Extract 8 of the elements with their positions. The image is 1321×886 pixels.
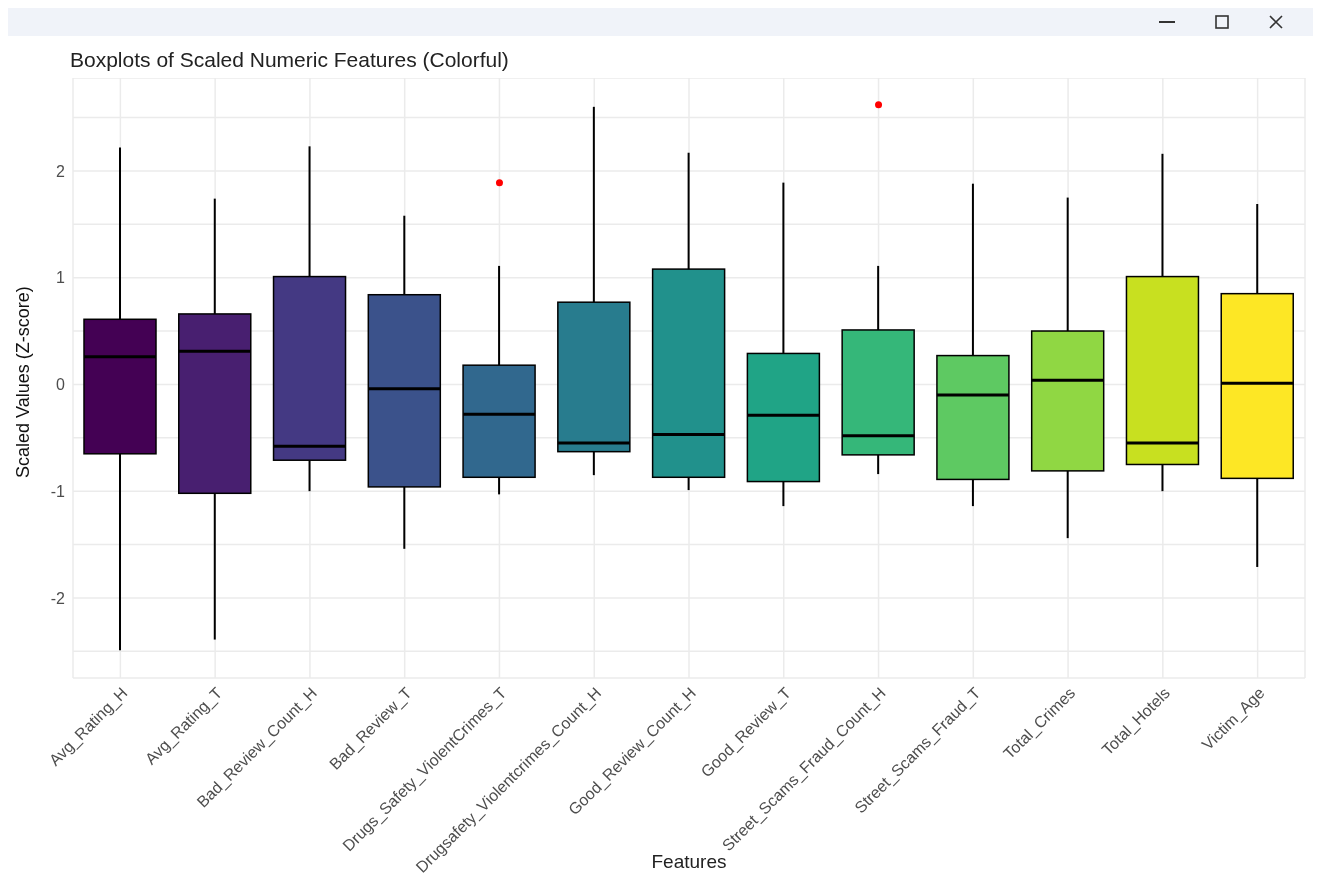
y-tick-label: -2	[50, 589, 66, 607]
chart-title: Boxplots of Scaled Numeric Features (Colorful)	[70, 48, 509, 72]
y-tick-label: 2	[56, 162, 66, 180]
y-tick-label: 1	[56, 269, 66, 287]
y-tick-label: 0	[56, 376, 66, 394]
x-axis-title: Features	[651, 851, 727, 872]
y-axis-title: Scaled Values (Z-score)	[13, 286, 34, 478]
y-tick-label: -1	[50, 482, 66, 500]
